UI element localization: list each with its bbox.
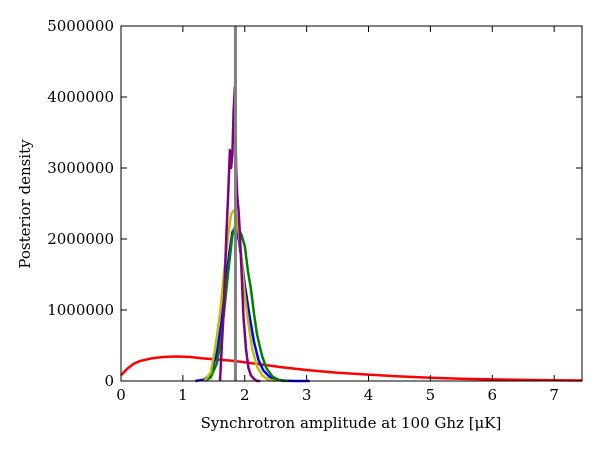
series-line-5	[218, 85, 261, 383]
axis-ticks: 0 1 2 3 4 5 6 7 0 1000000 2000000 3000000 4000000 500…	[47, 17, 582, 404]
x-tick-label: 1	[178, 386, 188, 404]
y-axis-label: Posterior density	[16, 139, 34, 269]
y-tick-label: 0	[104, 372, 114, 390]
x-tick-label: 0	[116, 386, 126, 404]
x-tick-label: 2	[240, 386, 250, 404]
x-tick-label: 3	[302, 386, 312, 404]
x-axis-label: Synchrotron amplitude at 100 Ghz [μK]	[201, 414, 502, 432]
y-tick-label: 5000000	[47, 17, 114, 35]
y-tick-label: 4000000	[47, 88, 114, 106]
x-tick-label: 7	[549, 386, 559, 404]
series-line-4	[203, 209, 276, 383]
y-tick-label: 1000000	[47, 301, 114, 319]
x-tick-label: 4	[364, 386, 374, 404]
x-tick-label: 5	[426, 386, 436, 404]
x-tick-label: 6	[488, 386, 498, 404]
plot-lines	[120, 85, 583, 383]
y-tick-label: 3000000	[47, 159, 114, 177]
plot-frame	[120, 25, 583, 382]
y-tick-label: 2000000	[47, 230, 114, 248]
series-line-1	[120, 355, 583, 382]
